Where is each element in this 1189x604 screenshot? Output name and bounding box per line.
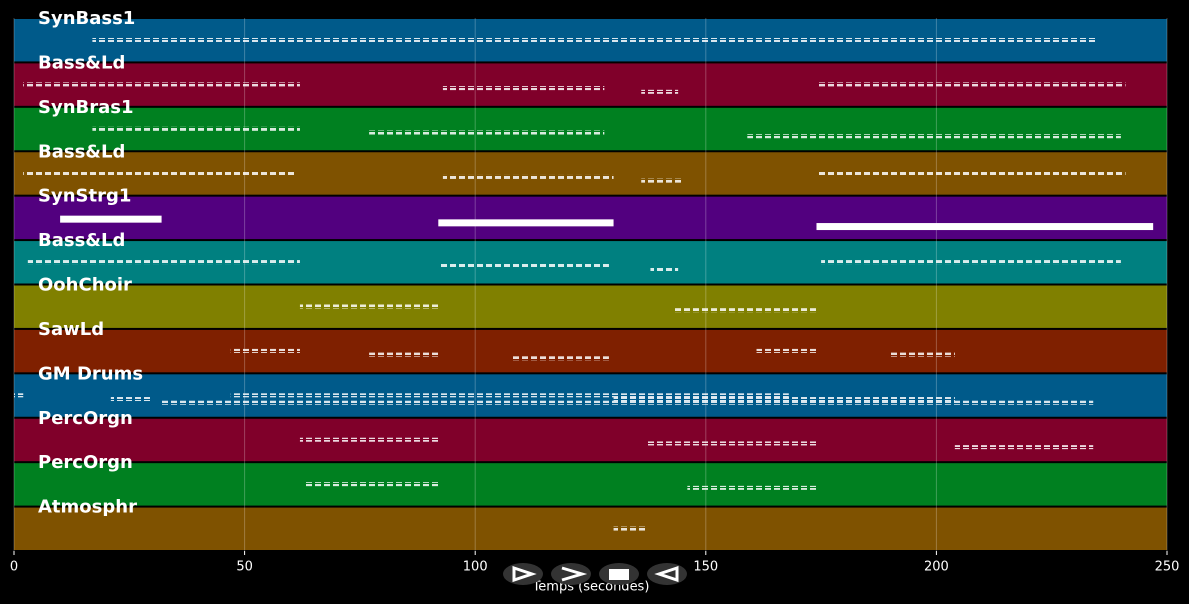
track-row <box>14 507 1167 550</box>
track-name: SynBass1 <box>38 8 135 29</box>
x-tick-label: 50 <box>236 560 253 575</box>
playback-controls <box>503 563 687 585</box>
forward-button[interactable] <box>551 563 591 585</box>
note-segment <box>110 397 153 402</box>
x-tick-label: 150 <box>693 560 718 575</box>
note-segment <box>230 393 789 398</box>
note-segment <box>673 308 817 313</box>
note-segment <box>613 526 646 531</box>
note-segment <box>92 37 1098 42</box>
track-name: Atmosphr <box>38 497 137 518</box>
track-name: PercOrgn <box>38 452 133 473</box>
note-segment <box>816 171 1126 176</box>
track-name: SynStrg1 <box>38 186 131 207</box>
note-segment <box>299 437 439 442</box>
note-segment <box>687 485 817 490</box>
note-segment <box>23 82 300 87</box>
track-name: PercOrgn <box>38 408 133 429</box>
track-row <box>14 418 1167 462</box>
note-segment <box>641 178 683 183</box>
note-segment <box>890 352 955 357</box>
note-segment <box>23 171 296 176</box>
track-name: Bass&Ld <box>38 141 125 162</box>
track-name: OohChoir <box>38 275 132 296</box>
note-segment <box>14 393 24 398</box>
note-segment <box>954 445 1094 450</box>
note-segment <box>512 356 609 361</box>
x-tick-label: 0 <box>10 560 18 575</box>
note-segment <box>613 397 955 402</box>
note-segment <box>816 223 1154 231</box>
x-tick-label: 100 <box>463 560 488 575</box>
note-segment <box>438 219 614 227</box>
note-segment <box>816 82 1126 87</box>
back-button[interactable] <box>647 563 687 585</box>
note-segment <box>27 260 300 265</box>
stop-button[interactable] <box>599 563 639 585</box>
track-row <box>14 196 1167 240</box>
note-segment <box>756 348 817 353</box>
track-name: GM Drums <box>38 363 143 384</box>
note-segment <box>369 352 439 357</box>
note-segment <box>92 126 300 131</box>
track-row <box>14 285 1167 328</box>
note-segment <box>641 89 679 94</box>
note-segment <box>161 400 1025 405</box>
track-name: Bass&Ld <box>38 230 125 251</box>
track-name: SawLd <box>38 319 104 340</box>
note-segment <box>821 260 1121 265</box>
note-segment <box>442 174 614 179</box>
note-segment <box>304 482 439 487</box>
track-row <box>14 329 1167 373</box>
track-name: SynBras1 <box>38 97 134 118</box>
note-segment <box>442 86 605 91</box>
note-segment <box>645 441 817 446</box>
note-segment <box>299 304 439 309</box>
note-segment <box>1024 400 1094 405</box>
note-segment <box>369 130 605 135</box>
play-button[interactable] <box>503 563 543 585</box>
track-name: Bass&Ld <box>38 52 125 73</box>
note-segment <box>438 263 609 268</box>
x-tick-label: 200 <box>924 560 949 575</box>
x-tick-label: 250 <box>1155 560 1180 575</box>
note-segment <box>650 267 679 272</box>
note-segment <box>230 348 300 353</box>
track-row <box>14 463 1167 506</box>
note-segment <box>747 134 1121 139</box>
note-segment <box>60 215 162 223</box>
